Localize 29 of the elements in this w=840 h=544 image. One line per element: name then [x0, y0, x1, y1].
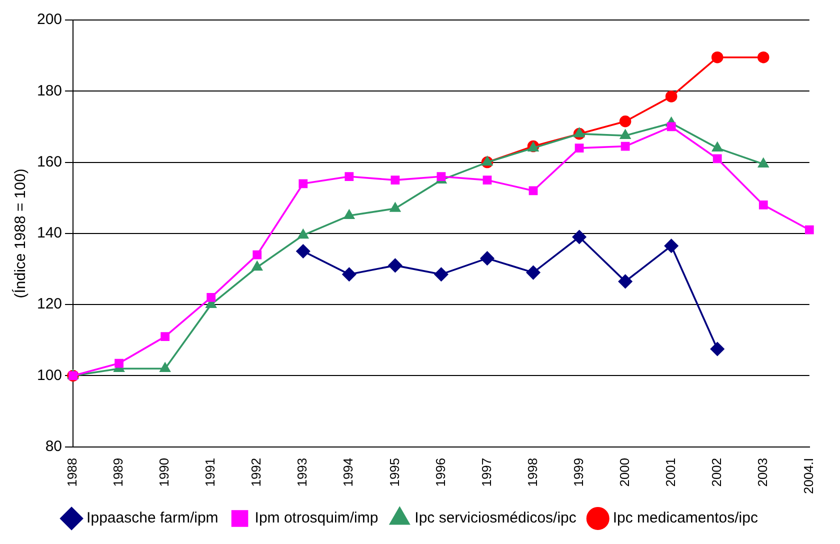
- x-tick-label: 1997: [478, 458, 494, 487]
- x-tick-label: 1992: [248, 458, 264, 487]
- y-tick-label: 140: [36, 224, 62, 242]
- y-tick-label: 160: [36, 153, 62, 170]
- x-tick-label: 1993: [294, 458, 310, 487]
- y-tick-label: 80: [45, 438, 62, 455]
- x-tick-label: 2001: [662, 458, 678, 487]
- x-tick-label: 1989: [110, 458, 126, 487]
- x-tick-label: 1991: [202, 458, 218, 487]
- x-tick-label: 1995: [386, 458, 402, 487]
- x-tick-label: 1988: [64, 458, 80, 487]
- y-tick-label: 180: [36, 82, 62, 100]
- x-tick-label: 2000: [616, 458, 632, 487]
- x-tick-label: 1996: [432, 458, 448, 487]
- x-tick-label: 2004.I: [800, 458, 816, 494]
- y-tick-label: 100: [36, 366, 62, 384]
- y-tick-label: 200: [36, 11, 62, 28]
- legend-label: Ipc medicamentos/ipc: [612, 510, 758, 527]
- x-tick-label: 1994: [340, 458, 356, 487]
- legend-label: Ipc serviciosmédicos/ipc: [414, 510, 577, 527]
- y-tick-label: 120: [36, 296, 62, 313]
- y-axis-title: (Índice 1988 = 100): [11, 168, 30, 298]
- x-tick-label: 1990: [156, 458, 172, 487]
- x-tick-label: 1999: [570, 458, 586, 487]
- legend-label: Ippaasche farm/ipm: [86, 510, 218, 527]
- x-tick-label: 2002: [708, 458, 724, 487]
- x-tick-label: 1998: [524, 458, 540, 487]
- x-tick-label: 2003: [754, 458, 770, 487]
- legend-label: Ipm otrosquim/imp: [254, 510, 378, 527]
